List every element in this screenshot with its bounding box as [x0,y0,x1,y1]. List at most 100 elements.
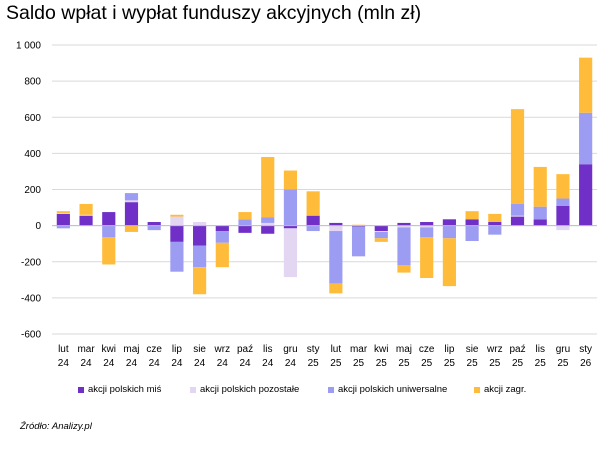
x-tick-label-year: 25 [398,358,410,369]
x-tick-label-year: 25 [330,358,342,369]
legend-label: akcji polskich miś [88,384,162,395]
x-tick-label-year: 25 [535,358,547,369]
x-tick-label-month: maj [396,344,412,355]
bar-segment [397,222,411,226]
x-tick-label-month: paź [237,344,253,355]
bar-segment [465,211,479,220]
bar-segment [533,166,547,207]
bar-segment [124,193,139,201]
x-tick-label-year: 25 [467,358,479,369]
x-tick-label-year: 25 [308,358,320,369]
bar-segment [397,227,411,266]
x-tick-labels: lut 24 mar 24 kwi 24 maj 24 cze 24 lip 24 sie 24 wrz 24… [58,344,592,369]
bar-segment [215,225,229,232]
y-tick-labels: -600 -400 -200 0 200 400 600 800 1 000 [16,41,41,341]
y-tick-label: 600 [24,113,41,124]
bar-segment [510,203,525,216]
legend-item-zagr: akcji zagr. [474,384,526,395]
bar-segment [442,238,456,287]
x-tick-label-month: lut [331,344,342,355]
bar-segment [215,242,229,268]
bar-segment [329,231,343,284]
y-tick-label: -200 [21,257,41,268]
x-tick-label-year: 25 [512,358,524,369]
y-tick-label: -400 [21,293,41,304]
bar-segment [420,227,434,238]
source-note: Źródło: Analizy.pl [20,421,92,432]
legend-swatch [190,386,196,393]
bar-segment [238,219,252,226]
x-tick-label-year: 25 [376,358,388,369]
bar-segment [374,225,388,232]
bar-segment [261,225,275,234]
bar-segment [397,225,411,228]
x-tick-label-month: kwi [374,344,388,355]
legend-swatch [78,386,84,393]
x-tick-label-year: 24 [194,358,206,369]
bar-segment [79,203,93,215]
y-tick-label: 200 [24,185,41,196]
bar-segment [442,225,456,239]
x-tick-label-year: 25 [489,358,501,369]
bar-segment [510,109,525,204]
bar-segment [170,216,184,226]
bar-segment [102,225,116,238]
bar-segment [329,225,343,232]
x-tick-label-month: wrz [486,344,503,355]
x-tick-label-year: 25 [353,358,365,369]
bar-segment [261,217,275,223]
bar-segment [420,237,434,279]
y-tick-label: 0 [35,221,41,232]
bar-segment [124,202,139,226]
bar-segment [283,189,298,226]
bar-segment [306,191,320,216]
bar-segment [579,57,593,113]
x-tick-label-month: mar [350,344,368,355]
x-tick-label-year: 24 [149,358,161,369]
x-tick-label-year: 26 [580,358,592,369]
legend-swatch [328,386,334,393]
bar-segment [465,219,479,226]
bar-segment [102,212,116,226]
x-tick-label-month: mar [77,344,95,355]
bar-segment [329,222,343,226]
bar-segment [261,222,275,226]
bar-segment [397,265,411,273]
bar-segment [238,225,252,233]
chart-title: Saldo wpłat i wypłat funduszy akcyjnych … [6,2,422,24]
bar-segment [306,215,320,226]
legend: akcji polskich miś akcji polskich pozost… [78,384,598,400]
x-tick-label-month: maj [123,344,139,355]
bar-segment [124,200,139,203]
x-tick-label-month: sie [466,344,479,355]
x-tick-label-year: 24 [126,358,138,369]
legend-swatch [474,386,480,393]
bar-segment [56,212,70,214]
bar-segment [215,231,229,243]
y-tick-label: 400 [24,149,41,160]
bar-segment [283,228,298,278]
x-tick-label-year: 24 [81,358,93,369]
bar-segment [488,222,502,226]
x-tick-label-month: cze [419,344,435,355]
x-tick-label-month: lis [536,344,545,355]
bar-segment [56,225,70,229]
bar-segment [193,222,207,226]
bar-segment [79,214,93,216]
bar-segment [193,245,207,268]
bar-segment [579,112,593,165]
x-tick-label-year: 24 [239,358,251,369]
x-tick-label-month: sty [307,344,320,355]
bar-segment [510,216,525,226]
bar-segment [193,225,207,246]
bar-segment [488,213,502,223]
bars [56,57,593,295]
stacked-bar-chart: -600 -400 -200 0 200 400 600 800 1 000 lut 24 mar 2… [16,41,597,369]
bar-segment [79,215,93,226]
bar-segment [374,238,388,242]
bar-segment [351,226,366,257]
legend-label: akcji zagr. [484,384,527,395]
x-tick-label-year: 24 [262,358,274,369]
bar-segment [170,225,184,242]
x-tick-label-month: lis [263,344,272,355]
